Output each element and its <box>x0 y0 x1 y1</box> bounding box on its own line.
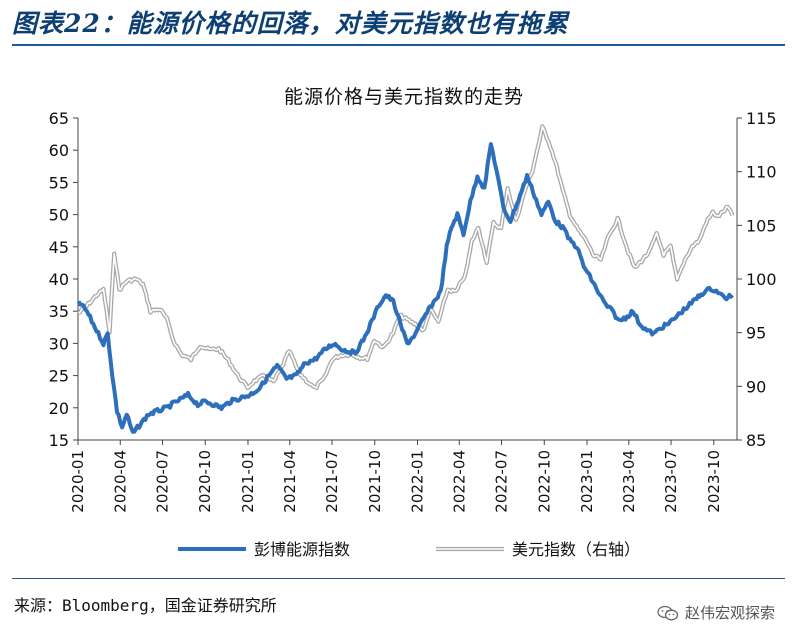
x-tick-label: 2021-01 <box>239 450 257 513</box>
left-tick-label: 15 <box>49 431 69 450</box>
watermark: 赵伟宏观探索 <box>657 602 775 623</box>
figure-title: 图表22：能源价格的回落，对美元指数也有拖累 <box>12 9 569 38</box>
x-tick-label: 2023-07 <box>662 450 680 513</box>
x-tick-label: 2023-01 <box>578 450 596 513</box>
left-tick-label: 35 <box>49 302 69 321</box>
right-tick-label: 110 <box>746 163 777 182</box>
right-tick-label: 85 <box>746 431 766 450</box>
left-tick-label: 50 <box>49 206 69 225</box>
chart-legend: 彭博能源指数 美元指数（右轴） <box>178 540 640 559</box>
x-tick-label: 2022-01 <box>408 450 426 513</box>
left-tick-label: 45 <box>49 238 69 257</box>
right-tick-label: 90 <box>746 377 766 396</box>
x-tick-label: 2020-01 <box>69 450 87 513</box>
left-tick-label: 60 <box>49 141 69 160</box>
watermark-text: 赵伟宏观探索 <box>684 604 775 622</box>
x-tick-label: 2022-10 <box>535 450 553 513</box>
x-tick-label: 2021-04 <box>281 450 299 513</box>
title-rule <box>12 44 785 46</box>
series-layer <box>76 124 735 434</box>
energy-index-line <box>76 142 734 434</box>
x-tick-label: 2021-07 <box>323 450 341 513</box>
wechat-icon <box>657 605 679 620</box>
right-tick-label: 105 <box>746 216 777 235</box>
left-tick-label: 30 <box>49 334 69 353</box>
source-note: 来源：Bloomberg，国金证券研究所 <box>14 596 277 615</box>
left-tick-label: 65 <box>49 109 69 128</box>
x-tick-label: 2022-04 <box>450 450 468 513</box>
x-tick-label: 2020-10 <box>196 450 214 513</box>
dollar-index-line-inner <box>78 125 734 389</box>
footer-rule <box>12 578 785 579</box>
chart-axes: 15 20 25 30 35 40 45 50 55 60 65 85 90 95 100 105 110 115… <box>49 109 777 513</box>
left-tick-label: 20 <box>49 399 69 418</box>
x-tick-label: 2020-07 <box>154 450 172 513</box>
right-tick-label: 95 <box>746 324 766 343</box>
left-tick-label: 40 <box>49 270 69 289</box>
chart-title: 能源价格与美元指数的走势 <box>284 86 524 108</box>
legend-label-dollar: 美元指数（右轴） <box>512 540 640 559</box>
legend-label-energy: 彭博能源指数 <box>254 540 350 559</box>
right-tick-label: 115 <box>746 109 777 128</box>
x-tick-label: 2021-10 <box>366 450 384 513</box>
x-tick-label: 2020-04 <box>111 450 129 513</box>
x-tick-label: 2022-07 <box>493 450 511 513</box>
left-tick-label: 25 <box>49 367 69 386</box>
x-tick-label: 2023-10 <box>705 450 723 513</box>
chart: 能源价格与美元指数的走势 15 20 25 30 35 40 45 50 55 60 65 85 90 9… <box>49 86 777 559</box>
right-tick-label: 100 <box>746 270 777 289</box>
x-tick-label: 2023-04 <box>620 450 638 513</box>
left-tick-label: 55 <box>49 173 69 192</box>
dollar-index-line <box>77 124 735 391</box>
